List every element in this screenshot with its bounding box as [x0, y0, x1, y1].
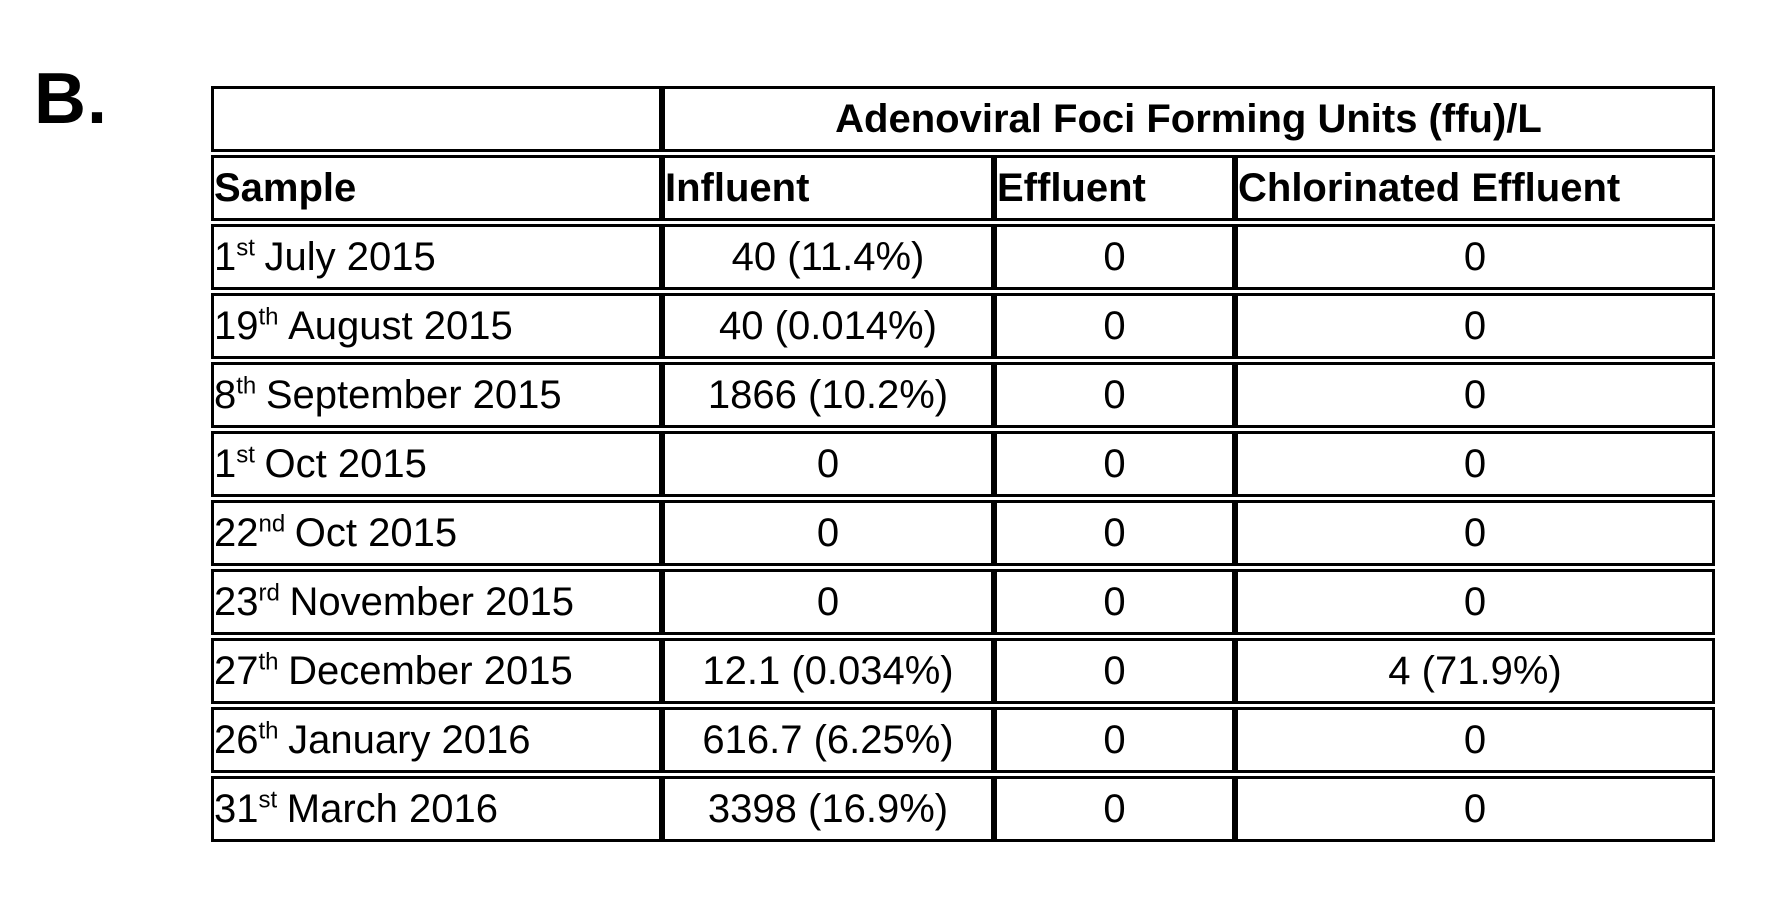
- sample-ordinal: rd: [258, 579, 280, 607]
- sample-date: August 2015: [288, 303, 513, 348]
- effluent-cell: 0: [994, 776, 1235, 842]
- sample-date: November 2015: [289, 579, 575, 624]
- panel-label: B.: [34, 59, 108, 139]
- influent-cell: 1866 (10.2%): [662, 362, 994, 428]
- column-header-effluent: Effluent: [994, 155, 1235, 221]
- effluent-cell: 0: [994, 431, 1235, 497]
- sample-day: 1: [214, 234, 237, 279]
- influent-cell: 3398 (16.9%): [662, 776, 994, 842]
- chlorinated-effluent-cell: 0: [1235, 500, 1715, 566]
- sample-cell: 1st July 2015: [211, 224, 662, 290]
- sample-date: September 2015: [265, 372, 562, 417]
- sample-cell: 31st March 2016: [211, 776, 662, 842]
- influent-cell: 616.7 (6.25%): [662, 707, 994, 773]
- sample-date: Oct 2015: [264, 441, 427, 486]
- sample-date: January 2016: [288, 717, 531, 762]
- table-row: 31st March 2016 3398 (16.9%) 0 0: [211, 776, 1715, 842]
- influent-cell: 12.1 (0.034%): [662, 638, 994, 704]
- empty-corner-cell: [211, 86, 662, 152]
- sample-day: 1: [214, 441, 237, 486]
- sample-date: July 2015: [264, 234, 436, 279]
- table-row: 22nd Oct 2015 0 0 0: [211, 500, 1715, 566]
- table-row: 1st July 2015 40 (11.4%) 0 0: [211, 224, 1715, 290]
- sample-cell: 8th September 2015: [211, 362, 662, 428]
- chlorinated-effluent-cell: 0: [1235, 362, 1715, 428]
- spanning-header-row: Adenoviral Foci Forming Units (ffu)/L: [211, 86, 1715, 152]
- sample-cell: 23rd November 2015: [211, 569, 662, 635]
- sample-ordinal: th: [258, 303, 279, 331]
- sample-date: March 2016: [286, 786, 498, 831]
- sample-cell: 22nd Oct 2015: [211, 500, 662, 566]
- influent-cell: 40 (0.014%): [662, 293, 994, 359]
- sample-ordinal: th: [258, 717, 279, 745]
- chlorinated-effluent-cell: 0: [1235, 224, 1715, 290]
- chlorinated-effluent-cell: 0: [1235, 707, 1715, 773]
- table-row: 23rd November 2015 0 0 0: [211, 569, 1715, 635]
- chlorinated-effluent-cell: 4 (71.9%): [1235, 638, 1715, 704]
- effluent-cell: 0: [994, 638, 1235, 704]
- sample-cell: 26th January 2016: [211, 707, 662, 773]
- column-header-influent: Influent: [662, 155, 994, 221]
- adenoviral-ffu-table: Adenoviral Foci Forming Units (ffu)/L Sa…: [211, 83, 1715, 845]
- influent-cell: 0: [662, 569, 994, 635]
- sample-day: 22: [214, 510, 259, 555]
- table-row: 1st Oct 2015 0 0 0: [211, 431, 1715, 497]
- sample-day: 26: [214, 717, 259, 762]
- effluent-cell: 0: [994, 500, 1235, 566]
- column-header-row: Sample Influent Effluent Chlorinated Eff…: [211, 155, 1715, 221]
- sample-ordinal: st: [236, 441, 255, 469]
- effluent-cell: 0: [994, 707, 1235, 773]
- sample-day: 31: [214, 786, 259, 831]
- sample-cell: 19th August 2015: [211, 293, 662, 359]
- chlorinated-effluent-cell: 0: [1235, 293, 1715, 359]
- sample-ordinal: st: [258, 786, 278, 814]
- influent-cell: 40 (11.4%): [662, 224, 994, 290]
- sample-cell: 27th December 2015: [211, 638, 662, 704]
- effluent-cell: 0: [994, 293, 1235, 359]
- effluent-cell: 0: [994, 224, 1235, 290]
- sample-ordinal: nd: [258, 510, 286, 538]
- sample-date: December 2015: [288, 648, 573, 693]
- sample-date: Oct 2015: [294, 510, 458, 555]
- sample-day: 8: [214, 372, 237, 417]
- sample-day: 27: [214, 648, 259, 693]
- sample-ordinal: st: [236, 234, 255, 262]
- influent-cell: 0: [662, 431, 994, 497]
- table-row: 19th August 2015 40 (0.014%) 0 0: [211, 293, 1715, 359]
- column-header-chlorinated-effluent: Chlorinated Effluent: [1235, 155, 1715, 221]
- effluent-cell: 0: [994, 569, 1235, 635]
- sample-ordinal: th: [258, 648, 279, 676]
- chlorinated-effluent-cell: 0: [1235, 776, 1715, 842]
- chlorinated-effluent-cell: 0: [1235, 569, 1715, 635]
- table-row: 8th September 2015 1866 (10.2%) 0 0: [211, 362, 1715, 428]
- sample-cell: 1st Oct 2015: [211, 431, 662, 497]
- sample-day: 23: [214, 579, 259, 624]
- table-title: Adenoviral Foci Forming Units (ffu)/L: [662, 86, 1715, 152]
- table-row: 26th January 2016 616.7 (6.25%) 0 0: [211, 707, 1715, 773]
- influent-cell: 0: [662, 500, 994, 566]
- chlorinated-effluent-cell: 0: [1235, 431, 1715, 497]
- column-header-sample: Sample: [211, 155, 662, 221]
- sample-ordinal: th: [236, 372, 257, 400]
- effluent-cell: 0: [994, 362, 1235, 428]
- table-row: 27th December 2015 12.1 (0.034%) 0 4 (71.…: [211, 638, 1715, 704]
- sample-day: 19: [214, 303, 259, 348]
